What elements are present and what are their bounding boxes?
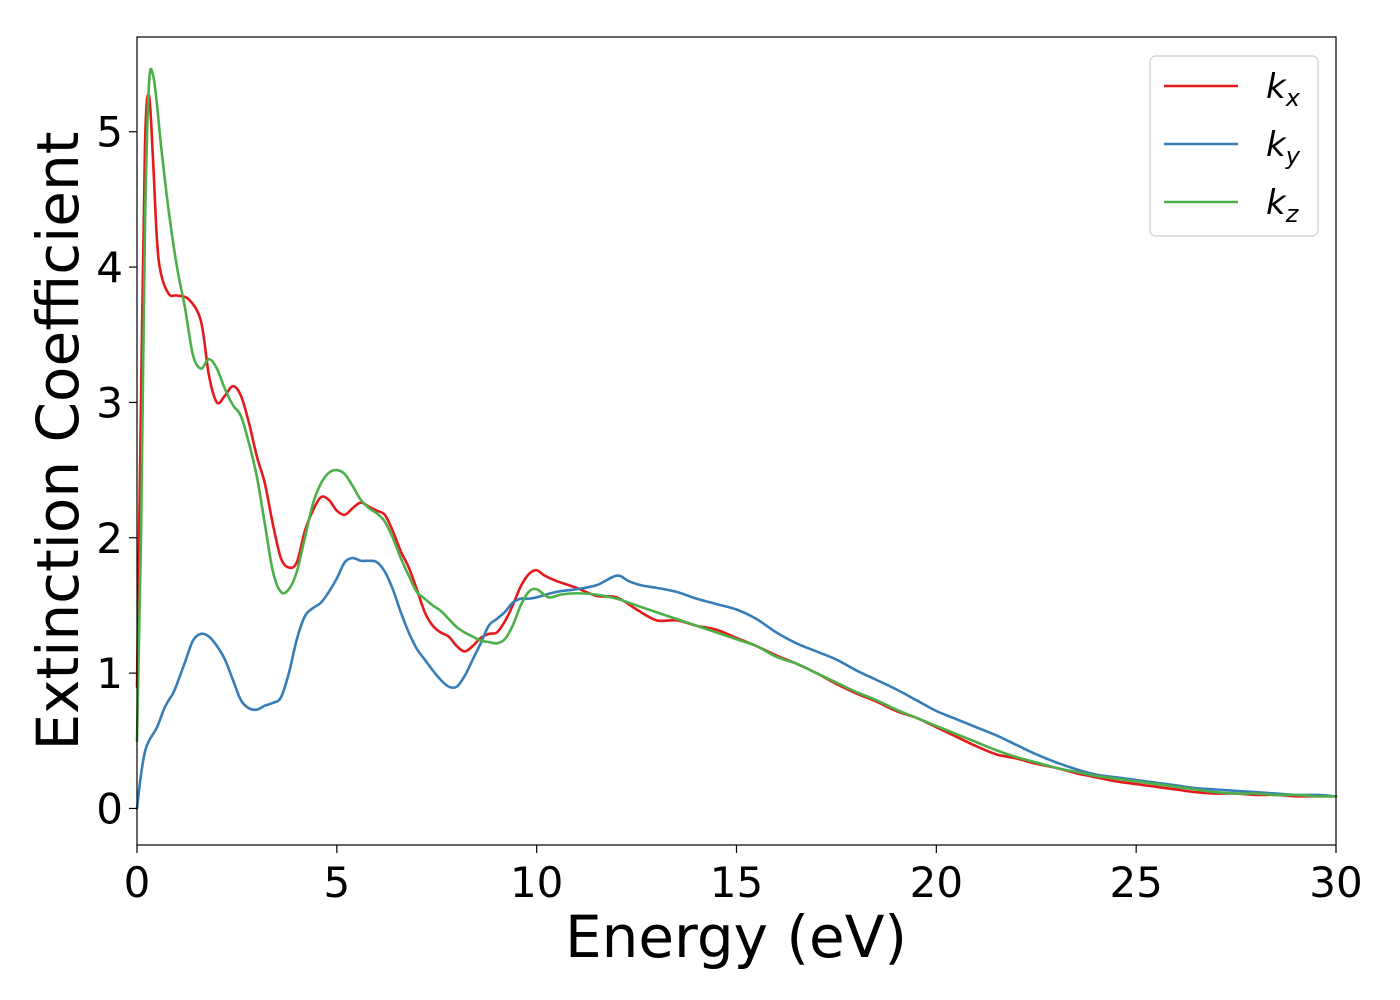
series-line-z	[135, 67, 1338, 798]
series-line-y	[135, 556, 1338, 810]
legend-box	[1149, 55, 1319, 237]
legend: kx ky kz	[1149, 55, 1319, 237]
x-tick-label: 20	[910, 858, 963, 907]
y-axis: 0 1 2 3 4 5	[96, 108, 137, 833]
y-tick-label: 5	[96, 108, 123, 157]
x-tick-label: 10	[510, 858, 563, 907]
x-axis-title: Energy (eV)	[565, 903, 907, 971]
plot-area	[137, 37, 1336, 845]
y-tick-label: 0	[96, 784, 123, 833]
x-tick-label: 0	[124, 858, 151, 907]
y-tick-label: 3	[96, 378, 123, 427]
legend-label-z: kz	[1266, 183, 1300, 228]
x-tick-label: 5	[323, 858, 350, 907]
y-tick-label: 4	[96, 243, 123, 292]
y-tick-label: 2	[96, 514, 123, 563]
x-tick-label: 15	[710, 858, 763, 907]
legend-label-y: ky	[1266, 125, 1301, 170]
x-tick-label: 25	[1109, 858, 1162, 907]
series-layer	[135, 67, 1338, 810]
y-tick-label: 1	[96, 649, 123, 698]
x-axis: 0 5 10 15 20 25 30	[124, 845, 1363, 907]
x-tick-label: 30	[1309, 858, 1362, 907]
legend-label-x: kx	[1266, 67, 1301, 112]
y-axis-title: Extinction Coefficient	[24, 132, 92, 751]
